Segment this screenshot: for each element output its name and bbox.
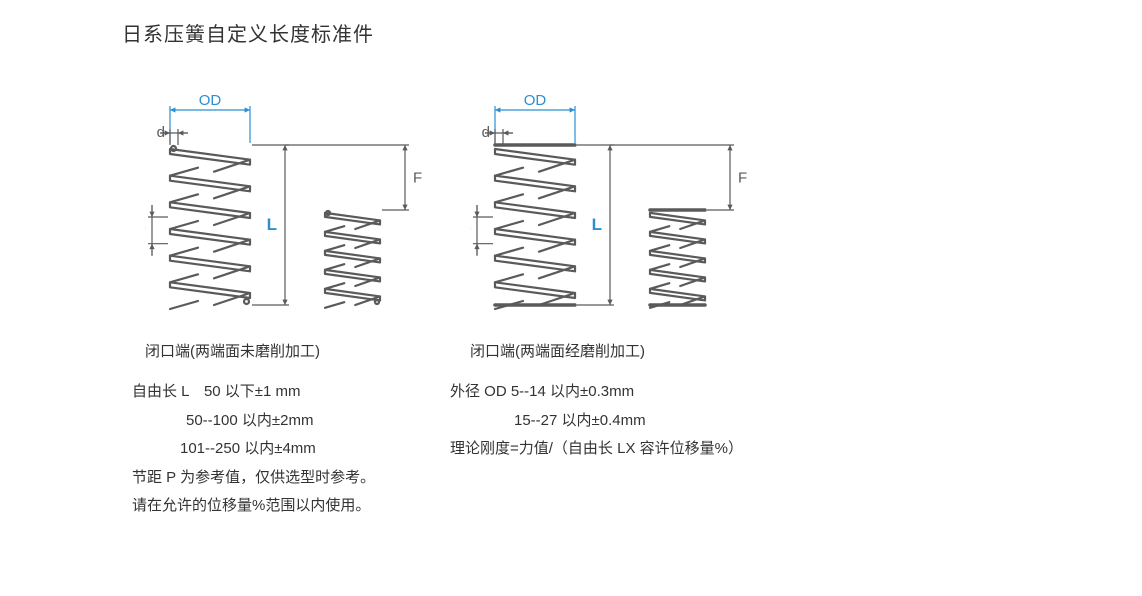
- svg-text:F: F: [738, 170, 747, 187]
- spec-right-0: 外径 OD 5--14 以内±0.3mm: [450, 378, 830, 407]
- spec-left: 自由长 L 50 以下±1 mm 50--100 以内±2mm 101--250…: [132, 378, 452, 521]
- spec-left-1: 50--100 以内±2mm: [132, 407, 452, 436]
- spec-left-3: 节距 P 为参考值，仅供选型时参考。: [132, 464, 452, 493]
- spring-diagram-ground: OD d L F P: [470, 90, 770, 330]
- svg-text:d: d: [157, 124, 165, 141]
- svg-text:L: L: [267, 215, 277, 234]
- spec-right-1: 15--27 以内±0.4mm: [450, 407, 830, 436]
- svg-text:F: F: [413, 170, 422, 187]
- svg-text:OD: OD: [199, 92, 222, 109]
- svg-text:P: P: [470, 222, 471, 239]
- spec-left-0: 自由长 L 50 以下±1 mm: [132, 378, 452, 407]
- spring-diagram-unground: OD d L F P: [145, 90, 445, 330]
- spec-left-4: 请在允许的位移量%范围以内使用。: [132, 492, 452, 521]
- svg-text:L: L: [592, 215, 602, 234]
- spec-left-2: 101--250 以内±4mm: [132, 435, 452, 464]
- spec-right-2: 理论刚度=力值/（自由长 LX 容许位移量%）: [450, 435, 830, 464]
- diagram-left: OD d L F P: [145, 90, 445, 335]
- caption-left: 闭口端(两端面未磨削加工): [145, 340, 320, 361]
- svg-text:OD: OD: [524, 92, 547, 109]
- svg-text:P: P: [145, 222, 146, 239]
- spec-right: 外径 OD 5--14 以内±0.3mm 15--27 以内±0.4mm 理论刚…: [450, 378, 830, 464]
- diagram-right: OD d L F P: [470, 90, 770, 335]
- caption-right: 闭口端(两端面经磨削加工): [470, 340, 645, 361]
- page-title: 日系压簧自定义长度标准件: [122, 18, 374, 47]
- svg-text:d: d: [482, 124, 490, 141]
